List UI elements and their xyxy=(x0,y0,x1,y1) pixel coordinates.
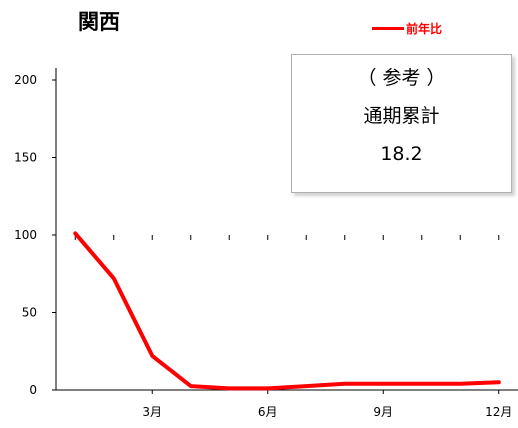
note-line-1: （ 参考 ） xyxy=(357,67,446,89)
note-line-2: 通期累計 xyxy=(363,105,440,127)
series-line xyxy=(73,231,501,391)
y-tick-label: 0 xyxy=(29,383,37,397)
x-tick-label: 9月 xyxy=(373,405,393,419)
y-tick-label: 100 xyxy=(14,228,37,242)
x-tick-label: 12月 xyxy=(485,405,512,419)
note-line-3: 18.2 xyxy=(380,143,423,165)
x-tick-label: 6月 xyxy=(258,405,278,419)
legend: 前年比 xyxy=(372,20,442,37)
axes: 0 50 100 150 200 3月 6月 9月 12月 xyxy=(14,68,518,419)
y-tick-label: 50 xyxy=(22,306,37,320)
y-tick-label: 200 xyxy=(14,73,37,87)
chart-marks xyxy=(73,231,501,391)
reference-note-box: （ 参考 ） 通期累計 18.2 xyxy=(291,54,512,193)
y-tick-label: 150 xyxy=(14,151,37,165)
x-tick-label: 3月 xyxy=(142,405,162,419)
legend-line-swatch xyxy=(372,27,404,30)
chart-title: 関西 xyxy=(78,10,120,34)
legend-label: 前年比 xyxy=(406,22,443,36)
